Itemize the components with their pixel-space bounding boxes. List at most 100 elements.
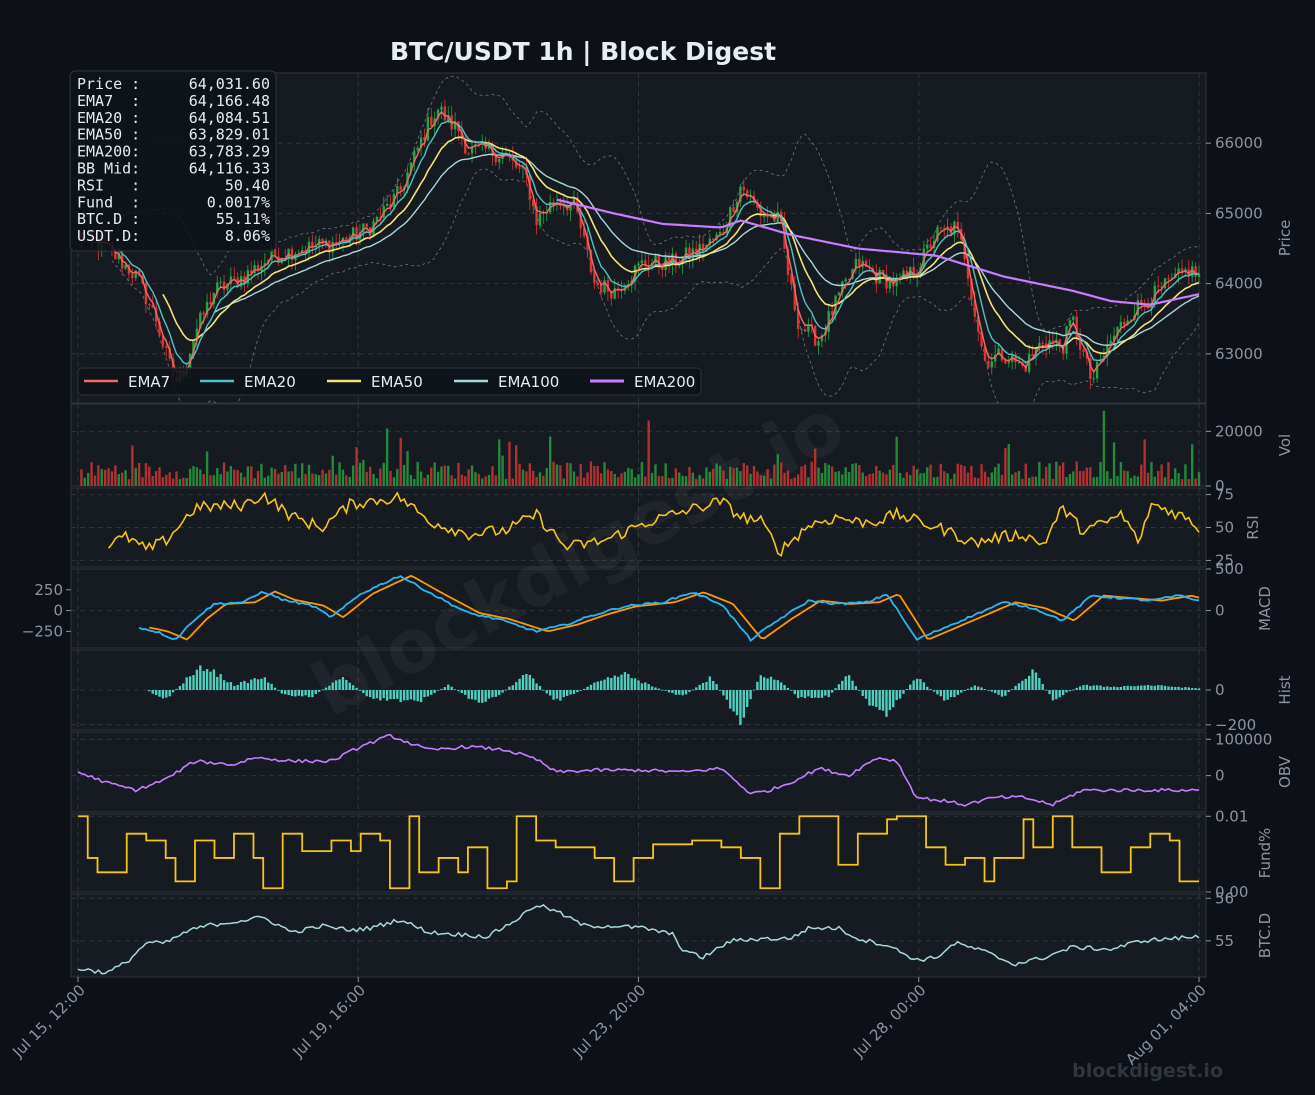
histogram-bar bbox=[555, 690, 559, 699]
candle-body bbox=[742, 186, 745, 191]
candle-body bbox=[878, 269, 881, 284]
histogram-bar bbox=[647, 684, 650, 690]
histogram-bar bbox=[396, 690, 399, 699]
candle-body bbox=[966, 259, 970, 279]
histogram-bar bbox=[521, 674, 525, 690]
volume-bar bbox=[362, 460, 365, 486]
histogram-bar bbox=[664, 690, 667, 691]
histogram-bar bbox=[202, 671, 205, 690]
histogram-bar bbox=[1150, 685, 1153, 690]
candle-body bbox=[263, 263, 267, 267]
volume-bar bbox=[440, 466, 443, 486]
histogram-bar bbox=[970, 687, 973, 690]
candle-body bbox=[423, 137, 426, 141]
volume-bar bbox=[83, 477, 86, 486]
volume-bar bbox=[195, 467, 199, 486]
y-tick-label-hist: −200 bbox=[1215, 716, 1256, 734]
volume-bar bbox=[273, 468, 277, 486]
histogram-bar bbox=[1140, 685, 1143, 690]
volume-bar bbox=[487, 474, 491, 486]
x-tick-label: Aug 01, 04:00 bbox=[1122, 981, 1210, 1069]
histogram-bar bbox=[1085, 684, 1089, 690]
volume-bar bbox=[430, 467, 433, 486]
candle-body bbox=[1109, 340, 1112, 346]
volume-bar bbox=[1068, 474, 1072, 486]
candle-body bbox=[701, 243, 705, 252]
histogram-bar bbox=[708, 676, 712, 690]
volume-bar bbox=[817, 467, 820, 486]
candle-body bbox=[362, 223, 365, 233]
histogram-bar bbox=[253, 678, 256, 690]
volume-bar bbox=[980, 464, 983, 486]
candle-body bbox=[1068, 320, 1072, 327]
candle-body bbox=[385, 204, 389, 206]
volume-bar bbox=[1167, 462, 1170, 486]
candle-body bbox=[929, 244, 932, 249]
volume-bar bbox=[324, 473, 328, 486]
volume-bar bbox=[746, 465, 749, 486]
volume-bar bbox=[854, 463, 858, 486]
volume-bar bbox=[256, 470, 260, 486]
histogram-bar bbox=[1167, 686, 1170, 690]
histogram-bar bbox=[864, 690, 868, 699]
candle-body bbox=[239, 276, 243, 287]
histogram-bar bbox=[909, 684, 912, 690]
candle-body bbox=[1004, 360, 1007, 364]
candle-body bbox=[1075, 316, 1078, 338]
histogram-bar bbox=[338, 679, 341, 690]
histogram-bar bbox=[277, 690, 280, 691]
histogram-bar bbox=[314, 690, 317, 694]
histogram-bar bbox=[895, 690, 898, 701]
histogram-bar bbox=[603, 679, 606, 690]
volume-bar bbox=[481, 478, 484, 486]
volume-bar bbox=[250, 466, 253, 486]
volume-bar bbox=[236, 470, 239, 486]
volume-bar bbox=[939, 463, 943, 486]
histogram-bar bbox=[701, 682, 705, 690]
volume-bar bbox=[610, 471, 613, 486]
volume-bar bbox=[1126, 471, 1129, 486]
volume-bar bbox=[1140, 464, 1143, 486]
volume-bar bbox=[861, 472, 864, 486]
histogram-bar bbox=[1099, 685, 1102, 690]
histogram-bar bbox=[817, 690, 820, 698]
histogram-bar bbox=[905, 689, 909, 690]
histogram-bar bbox=[966, 688, 970, 690]
candle-body bbox=[956, 221, 960, 229]
volume-bar bbox=[453, 478, 457, 486]
candle-body bbox=[1136, 300, 1140, 316]
candle-body bbox=[114, 248, 117, 260]
histogram-bar bbox=[786, 687, 790, 690]
macd-line bbox=[138, 575, 1200, 642]
y-tick-label-fund: 0.01 bbox=[1215, 807, 1248, 825]
histogram-bar bbox=[565, 690, 569, 696]
histogram-bar bbox=[912, 680, 915, 690]
histogram-bar bbox=[1007, 690, 1010, 692]
volume-bar bbox=[331, 455, 334, 486]
bollinger-upper bbox=[111, 75, 1200, 333]
volume-bar bbox=[100, 469, 103, 486]
candle-body bbox=[464, 138, 467, 154]
volume-bar bbox=[314, 474, 317, 486]
histogram-bar bbox=[423, 690, 426, 698]
histogram-bar bbox=[447, 684, 450, 690]
histogram-bar bbox=[1133, 686, 1136, 690]
histogram-bar bbox=[209, 671, 212, 690]
volume-bar bbox=[858, 465, 861, 486]
x-tick-label: Jul 19, 16:00 bbox=[289, 981, 369, 1061]
volume-bar bbox=[1034, 476, 1038, 486]
histogram-bar bbox=[385, 690, 389, 701]
candle-body bbox=[586, 236, 589, 251]
volume-bar bbox=[698, 474, 701, 486]
candle-body bbox=[616, 288, 620, 290]
volume-bar bbox=[165, 474, 168, 486]
volume-bar bbox=[1058, 465, 1061, 486]
candle-body bbox=[168, 347, 171, 359]
volume-bar bbox=[644, 476, 647, 486]
candle-body bbox=[195, 328, 199, 341]
candle-body bbox=[582, 228, 586, 237]
histogram-bar bbox=[205, 669, 209, 690]
volume-bar bbox=[960, 464, 963, 486]
histogram-bar bbox=[790, 690, 793, 691]
volume-bar bbox=[287, 471, 290, 486]
